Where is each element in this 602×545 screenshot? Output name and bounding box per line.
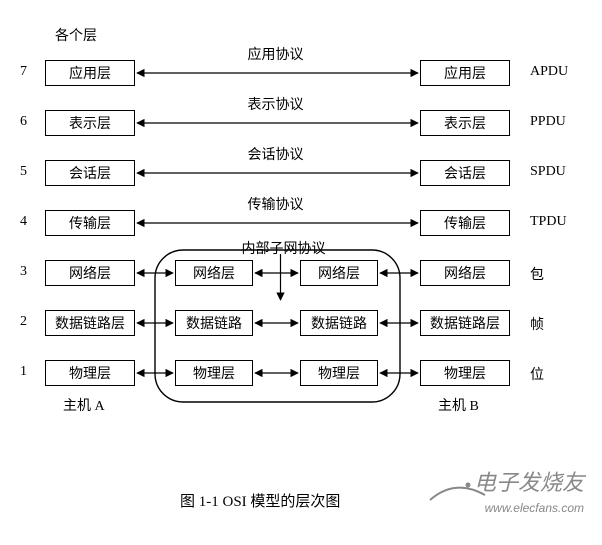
layer-unit: 包: [530, 264, 544, 284]
layer-unit: PPDU: [530, 114, 566, 130]
watermark-url: www.elecfans.com: [485, 501, 584, 515]
protocol-label: 应用协议: [248, 44, 304, 64]
layer-number: 7: [20, 64, 27, 80]
figure-caption: 图 1-1 OSI 模型的层次图: [180, 490, 340, 511]
watermark-text: 电子发烧友: [474, 465, 584, 497]
layer-box-right: 数据链路层: [420, 310, 510, 336]
protocol-label: 传输协议: [248, 194, 304, 214]
layer-box-left: 网络层: [45, 260, 135, 286]
host-a-label: 主机 A: [63, 395, 105, 415]
layer-box-right: 物理层: [420, 360, 510, 386]
layer-unit: APDU: [530, 64, 568, 80]
layer-unit: 帧: [530, 314, 544, 334]
layer-unit: 位: [530, 364, 544, 384]
layer-box-left: 表示层: [45, 110, 135, 136]
layer-unit: SPDU: [530, 164, 566, 180]
protocol-label: 表示协议: [248, 94, 304, 114]
subnet-box-right: 网络层: [300, 260, 378, 286]
subnet-box-left: 网络层: [175, 260, 253, 286]
layer-number: 3: [20, 264, 27, 280]
layer-box-right: 应用层: [420, 60, 510, 86]
subnet-box-left: 物理层: [175, 360, 253, 386]
layer-box-right: 网络层: [420, 260, 510, 286]
layer-box-left: 传输层: [45, 210, 135, 236]
subnet-box-right: 数据链路: [300, 310, 378, 336]
layer-unit: TPDU: [530, 214, 567, 230]
protocol-label: 会话协议: [248, 144, 304, 164]
layer-box-left: 数据链路层: [45, 310, 135, 336]
host-b-label: 主机 B: [438, 395, 479, 415]
layers-header: 各个层: [55, 25, 97, 45]
protocol-label: 内部子网协议: [242, 238, 326, 258]
layer-box-left: 应用层: [45, 60, 135, 86]
layer-number: 1: [20, 364, 27, 380]
layer-box-right: 会话层: [420, 160, 510, 186]
layer-number: 6: [20, 114, 27, 130]
layer-number: 5: [20, 164, 27, 180]
layer-box-right: 表示层: [420, 110, 510, 136]
layer-box-left: 物理层: [45, 360, 135, 386]
layer-number: 4: [20, 214, 27, 230]
layer-number: 2: [20, 314, 27, 330]
layer-box-left: 会话层: [45, 160, 135, 186]
layer-box-right: 传输层: [420, 210, 510, 236]
subnet-box-right: 物理层: [300, 360, 378, 386]
subnet-box-left: 数据链路: [175, 310, 253, 336]
